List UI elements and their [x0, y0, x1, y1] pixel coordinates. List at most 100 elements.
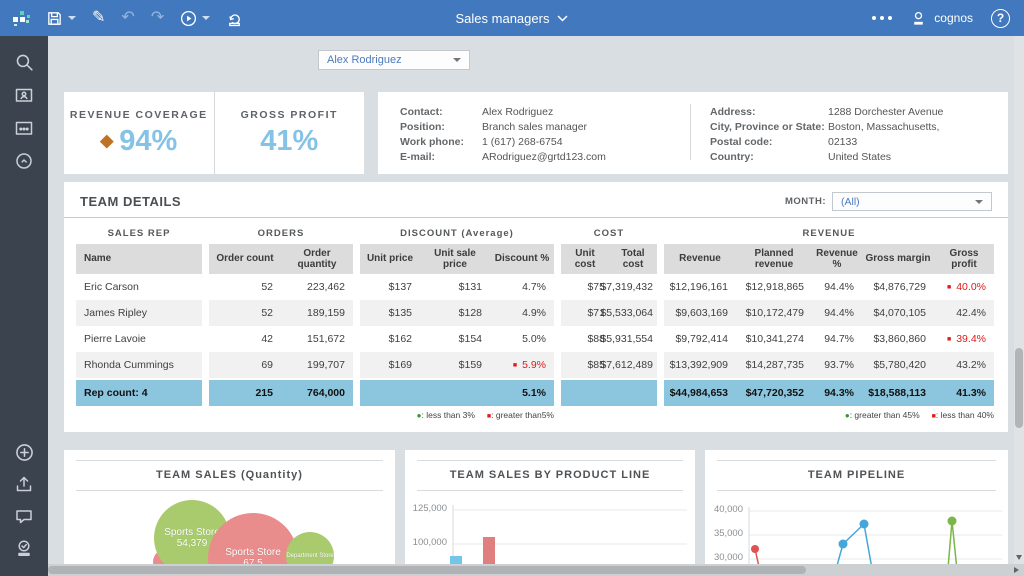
team-table: SALES REP Name Eric Carson James Ripley … — [64, 218, 1008, 406]
red-square-icon: ■ — [947, 336, 951, 343]
more-options-icon[interactable] — [872, 16, 892, 20]
table-row: $137$1314.7% — [360, 274, 554, 300]
table-row: Rhonda Cummings — [76, 352, 202, 378]
save-icon — [46, 10, 63, 27]
field-value: Alex Rodriguez — [482, 105, 553, 120]
redo-icon: ↷ — [151, 10, 164, 26]
diamond-icon: ◆ — [100, 131, 113, 151]
group-title-orders: ORDERS — [209, 228, 353, 244]
table-row: $71$5,533,064 — [561, 300, 657, 326]
scroll-right-icon[interactable] — [1014, 567, 1019, 573]
col-header-discount-pct[interactable]: Discount % — [490, 244, 554, 274]
table-row: $169$159 ■5.9% — [360, 352, 554, 378]
recent-icon[interactable] — [12, 149, 36, 173]
flagged-cell[interactable]: ■5.9% — [490, 352, 554, 378]
new-add-icon[interactable] — [12, 440, 36, 464]
address-block: Address:1288 Dorchester Avenue City, Pro… — [710, 105, 943, 165]
chevron-down-icon — [453, 58, 461, 62]
kpi-gross-profit: GROSS PROFIT 41% — [214, 92, 365, 174]
col-header-name[interactable]: Name — [76, 244, 202, 274]
refresh-button[interactable] — [220, 6, 249, 31]
my-content-icon[interactable] — [12, 83, 36, 107]
summary-row: 215764,000 — [209, 380, 353, 406]
contact-selector-value: Alex Rodriguez — [327, 54, 402, 66]
undo-icon: ↶ — [121, 10, 134, 26]
field-label: Contact: — [400, 105, 482, 120]
col-header-unit-cost[interactable]: Unit cost — [561, 244, 609, 274]
search-icon[interactable] — [12, 50, 36, 74]
kpi-label: REVENUE COVERAGE — [70, 109, 208, 121]
col-header-revenue-pct[interactable]: Revenue % — [812, 244, 862, 274]
report-title-chevron-icon[interactable] — [557, 15, 568, 22]
team-content-icon[interactable] — [12, 116, 36, 140]
col-header-unit-sale-price[interactable]: Unit sale price — [420, 244, 490, 274]
revenue-legend: ●: greater than 45% ■: less than 40% — [664, 410, 994, 420]
team-details-card: TEAM DETAILS MONTH: (All) SALES REP Name… — [64, 182, 1008, 432]
field-value: ARodriguez@grtd123.com — [482, 150, 606, 165]
horizontal-scrollbar[interactable] — [48, 564, 1024, 576]
col-header-unit-price[interactable]: Unit price — [360, 244, 420, 274]
scroll-down-icon[interactable] — [1016, 555, 1022, 560]
person-icon — [910, 10, 927, 27]
undo-button[interactable]: ↶ — [115, 6, 140, 30]
user-menu[interactable]: cognos — [910, 10, 973, 27]
month-selector-value: (All) — [841, 196, 860, 208]
flagged-cell[interactable]: ■39.4% — [934, 326, 994, 352]
tasks-icon[interactable] — [12, 536, 36, 560]
save-button[interactable] — [40, 6, 82, 31]
discount-legend: ●: less than 3% ■: greater than5% — [360, 410, 554, 420]
month-label: MONTH: — [785, 196, 826, 207]
col-header-gross-margin[interactable]: Gross margin — [862, 244, 934, 274]
group-title-cost: COST — [561, 228, 657, 244]
vertical-scrollbar[interactable] — [1014, 36, 1024, 564]
upload-icon[interactable] — [12, 472, 36, 496]
pencil-icon: ✎ — [92, 10, 105, 26]
table-row: $162$1545.0% — [360, 326, 554, 352]
table-row: $85$7,612,489 — [561, 352, 657, 378]
run-button[interactable] — [174, 6, 216, 31]
group-title-discount: DISCOUNT (Average) — [360, 228, 554, 244]
contact-selector[interactable]: Alex Rodriguez — [318, 50, 470, 70]
col-header-revenue[interactable]: Revenue — [664, 244, 736, 274]
summary-row — [561, 380, 657, 406]
dashboard-canvas: Alex Rodriguez REVENUE COVERAGE ◆ 94% GR… — [48, 36, 1024, 576]
col-header-total-cost[interactable]: Total cost — [609, 244, 657, 274]
kpi-value: 94% — [119, 125, 177, 158]
app-logo-glyph — [12, 9, 30, 27]
save-menu-chevron-icon[interactable] — [68, 16, 76, 20]
comments-icon[interactable] — [12, 504, 36, 528]
left-nav-sidebar — [0, 36, 48, 576]
table-row: James Ripley — [76, 300, 202, 326]
table-row: $9,603,169$10,172,47994.4%$4,070,10542.4… — [664, 300, 994, 326]
col-header-order-count[interactable]: Order count — [209, 244, 281, 274]
app-logo-icon[interactable] — [6, 5, 36, 31]
help-icon[interactable]: ? — [991, 9, 1010, 28]
flagged-cell[interactable]: ■40.0% — [934, 274, 994, 300]
field-label: City, Province or State: — [710, 120, 828, 135]
report-title[interactable]: Sales managers — [456, 11, 550, 26]
kpi-revenue-coverage: REVENUE COVERAGE ◆ 94% — [64, 92, 214, 174]
user-name: cognos — [934, 11, 973, 25]
table-row: Eric Carson — [76, 274, 202, 300]
col-header-order-quantity[interactable]: Order quantity — [281, 244, 353, 274]
col-header-planned-revenue[interactable]: Planned revenue — [736, 244, 812, 274]
horizontal-scrollbar-thumb[interactable] — [48, 566, 806, 574]
team-pipeline-card: TEAM PIPELINE 40,000 35,000 30,000 — [705, 450, 1008, 576]
redo-button[interactable]: ↷ — [145, 6, 170, 30]
month-selector[interactable]: (All) — [832, 192, 992, 211]
field-value: Branch sales manager — [482, 120, 587, 135]
table-row: Pierre Lavoie — [76, 326, 202, 352]
field-label: Position: — [400, 120, 482, 135]
col-header-gross-profit[interactable]: Gross profit — [934, 244, 994, 274]
run-menu-chevron-icon[interactable] — [202, 16, 210, 20]
vertical-scrollbar-thumb[interactable] — [1015, 348, 1023, 428]
kpi-value: 41% — [260, 125, 318, 158]
summary-row: Rep count: 4 — [76, 380, 202, 406]
edit-button[interactable]: ✎ — [86, 6, 111, 30]
team-sales-quantity-card: TEAM SALES (Quantity) Sports Store 54,37… — [64, 450, 395, 576]
group-title-sales-rep: SALES REP — [76, 228, 202, 244]
table-row: $88$5,931,554 — [561, 326, 657, 352]
field-value: United States — [828, 150, 891, 165]
kpi-label: GROSS PROFIT — [241, 109, 338, 121]
kpi-card: REVENUE COVERAGE ◆ 94% GROSS PROFIT 41% — [64, 92, 364, 174]
